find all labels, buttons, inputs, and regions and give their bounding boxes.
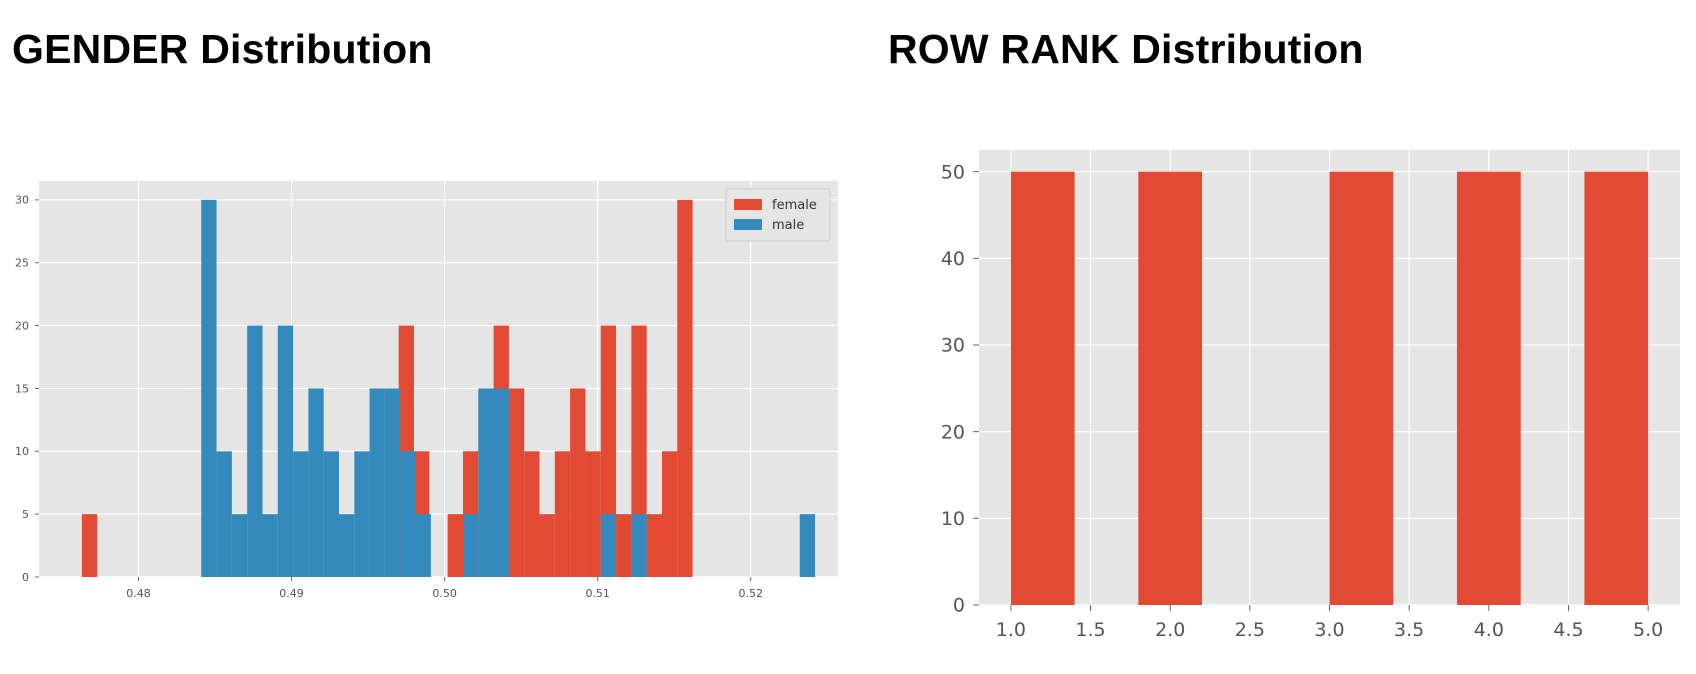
gender-bar-male-17 xyxy=(493,388,509,577)
gender-bar-female-9 xyxy=(554,451,571,577)
gender-y-tick-label: 20 xyxy=(15,319,29,332)
gender-y-tick-label: 15 xyxy=(15,382,29,395)
gender-legend-box xyxy=(725,188,831,242)
gender-legend: female male xyxy=(725,188,831,242)
row-rank-bar-count-1 xyxy=(1138,171,1203,605)
gender-bar-male-5 xyxy=(277,325,294,577)
row-rank-bar-count-2 xyxy=(1329,171,1394,605)
gender-bar-male-12 xyxy=(384,388,401,577)
row-rank-distribution-chart: 0 10 20 30 40 50 1.0 1.5 2.0 2.5 3.0 3.5 4.0 4.5 5.0 xyxy=(941,150,1680,641)
row-rank-y-tick-label: 20 xyxy=(941,421,965,443)
gender-bar-male-19 xyxy=(631,514,647,577)
gender-x-tick-label: 0.48 xyxy=(126,587,151,600)
row-rank-y-tick-label: 10 xyxy=(941,508,965,530)
gender-bar-male-7 xyxy=(308,388,324,577)
gender-distribution-chart: 0 5 10 15 20 25 30 0.48 0.49 0.50 0.51 0.52 female ma… xyxy=(15,181,838,600)
gender-legend-label-male: male xyxy=(772,218,804,233)
row-rank-x-tick-label: 3.0 xyxy=(1314,619,1344,641)
gender-bar-male-10 xyxy=(354,451,370,577)
gender-bar-male-1 xyxy=(216,451,232,577)
gender-bar-male-20 xyxy=(799,514,816,577)
row-rank-x-tick-label: 1.5 xyxy=(1075,619,1105,641)
row-rank-y-tick-label: 0 xyxy=(953,595,965,617)
gender-bar-female-3 xyxy=(447,514,463,577)
row-rank-bar-count-4 xyxy=(1584,171,1649,605)
row-rank-x-tick-label: 1.0 xyxy=(996,619,1026,641)
row-rank-bar-count-0 xyxy=(1010,171,1075,605)
gender-x-tick-label: 0.49 xyxy=(279,587,304,600)
gender-bar-female-7 xyxy=(524,451,540,577)
gender-bar-female-13 xyxy=(616,514,632,577)
gender-y-tick-label: 0 xyxy=(22,571,29,584)
gender-bar-male-14 xyxy=(415,514,431,577)
row-rank-x-tick-label: 2.0 xyxy=(1155,619,1185,641)
gender-bar-male-9 xyxy=(339,514,355,577)
gender-y-tick-label: 25 xyxy=(15,257,29,270)
gender-bar-female-6 xyxy=(508,388,525,577)
gender-bar-male-4 xyxy=(262,514,278,577)
gender-chart-title: GENDER Distribution xyxy=(12,26,433,72)
gender-y-tick-label: 5 xyxy=(22,508,29,521)
row-rank-y-tick-label: 50 xyxy=(941,161,965,183)
row-rank-chart-title: ROW RANK Distribution xyxy=(888,26,1364,72)
gender-bar-male-11 xyxy=(369,388,385,577)
gender-bar-male-2 xyxy=(231,514,248,577)
row-rank-x-tick-label: 5.0 xyxy=(1633,619,1663,641)
gender-bar-female-16 xyxy=(661,451,678,577)
gender-legend-swatch-male xyxy=(734,219,762,230)
row-rank-x-tick-label: 2.5 xyxy=(1235,619,1265,641)
gender-bar-male-18 xyxy=(600,514,617,577)
gender-y-tick-label: 30 xyxy=(15,194,29,207)
row-rank-x-tick-label: 4.5 xyxy=(1553,619,1583,641)
gender-x-tick-label: 0.50 xyxy=(432,587,457,600)
row-rank-y-tick-label: 30 xyxy=(941,335,965,357)
gender-bar-male-16 xyxy=(478,388,494,577)
gender-bar-male-13 xyxy=(400,451,416,577)
gender-y-tick-label: 10 xyxy=(15,445,29,458)
gender-legend-label-female: female xyxy=(772,198,817,213)
gender-x-tick-label: 0.52 xyxy=(739,587,764,600)
gender-bar-female-11 xyxy=(585,451,601,577)
row-rank-x-tick-label: 3.5 xyxy=(1394,619,1424,641)
gender-bar-female-0 xyxy=(81,514,98,577)
gender-bar-female-10 xyxy=(570,388,586,577)
row-rank-bar-count-3 xyxy=(1456,171,1521,605)
gender-legend-swatch-female xyxy=(734,199,762,210)
gender-bar-male-8 xyxy=(323,451,340,577)
gender-bar-female-8 xyxy=(539,514,555,577)
gender-bar-female-15 xyxy=(646,514,662,577)
gender-bar-female-17 xyxy=(677,199,693,577)
gender-bar-male-15 xyxy=(462,514,479,577)
row-rank-x-tick-label: 4.0 xyxy=(1474,619,1504,641)
gender-plot-area xyxy=(39,181,838,577)
gender-bar-male-0 xyxy=(201,199,217,577)
row-rank-y-tick-label: 40 xyxy=(941,248,965,270)
gender-bar-male-3 xyxy=(247,325,263,577)
gender-x-tick-label: 0.51 xyxy=(585,587,610,600)
gender-bar-male-6 xyxy=(293,451,309,577)
